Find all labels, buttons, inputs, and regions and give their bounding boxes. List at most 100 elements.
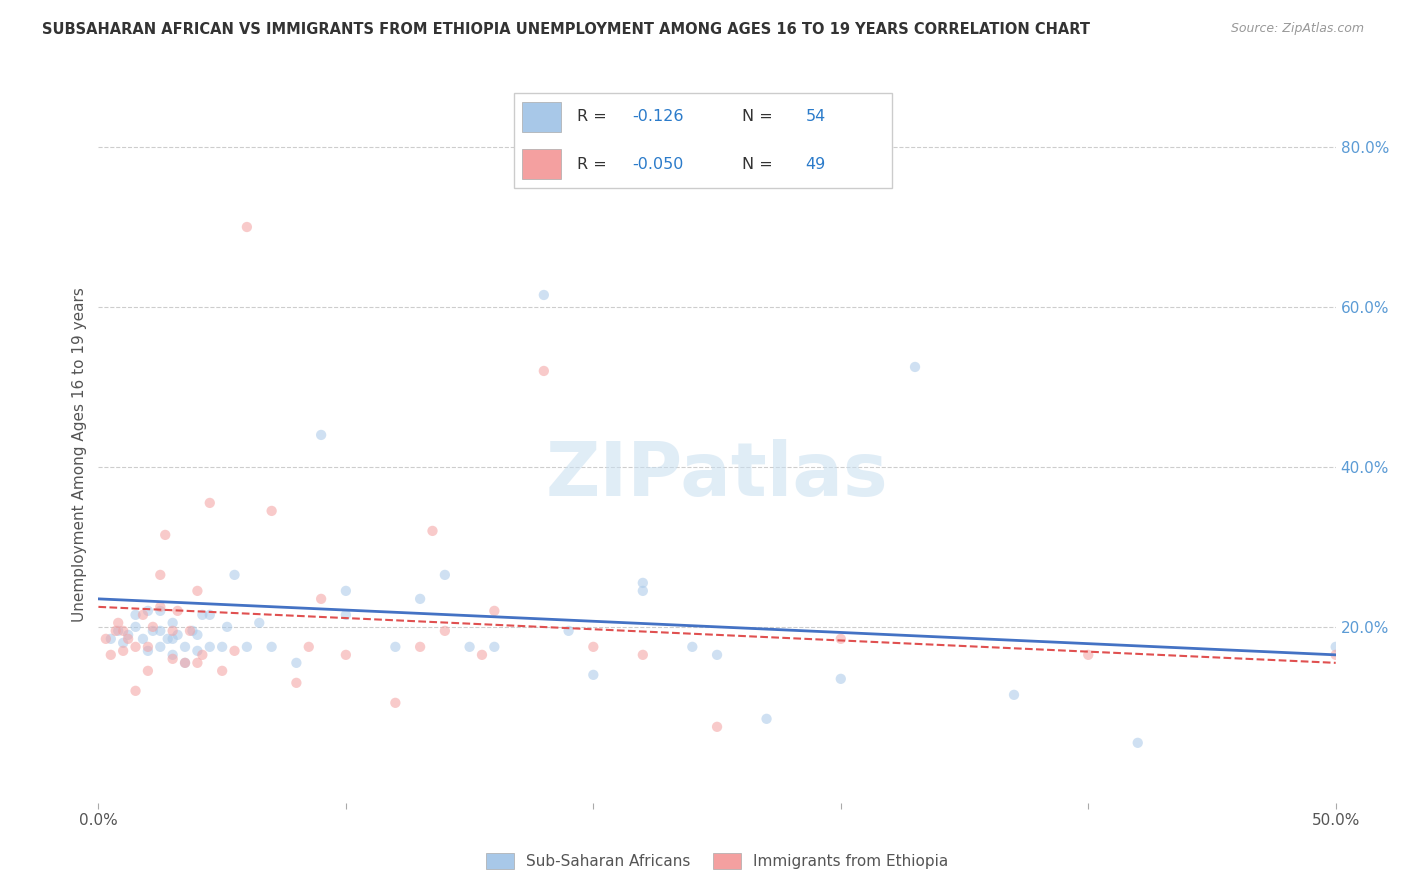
Point	[1324, 640, 1347, 654]
Text: N =: N =	[742, 110, 779, 124]
Point	[335, 583, 357, 598]
Point	[174, 640, 197, 654]
Point	[124, 620, 146, 634]
Point	[181, 624, 204, 638]
Point	[631, 648, 654, 662]
Point	[335, 607, 357, 622]
Point	[136, 644, 159, 658]
Point	[100, 632, 122, 646]
Point	[706, 648, 728, 662]
Point	[112, 636, 135, 650]
Point	[484, 640, 506, 654]
Point	[149, 599, 172, 614]
Text: -0.126: -0.126	[633, 110, 683, 124]
Point	[1126, 736, 1149, 750]
Point	[179, 624, 201, 638]
Point	[384, 640, 406, 654]
Point	[582, 640, 605, 654]
Point	[706, 720, 728, 734]
Point	[904, 359, 927, 374]
Point	[166, 628, 188, 642]
Point	[132, 632, 155, 646]
Point	[136, 604, 159, 618]
Y-axis label: Unemployment Among Ages 16 to 19 years: Unemployment Among Ages 16 to 19 years	[72, 287, 87, 623]
Point	[117, 628, 139, 642]
Point	[107, 624, 129, 638]
Point	[260, 640, 283, 654]
Point	[162, 648, 184, 662]
Point	[458, 640, 481, 654]
Point	[631, 583, 654, 598]
Point	[247, 615, 270, 630]
Point	[217, 620, 239, 634]
Point	[309, 428, 332, 442]
Point	[186, 656, 208, 670]
Point	[298, 640, 321, 654]
Point	[198, 640, 221, 654]
Text: 54: 54	[806, 110, 825, 124]
Text: SUBSAHARAN AFRICAN VS IMMIGRANTS FROM ETHIOPIA UNEMPLOYMENT AMONG AGES 16 TO 19 : SUBSAHARAN AFRICAN VS IMMIGRANTS FROM ET…	[42, 22, 1090, 37]
Point	[830, 672, 852, 686]
Point	[156, 632, 179, 646]
Text: N =: N =	[742, 157, 779, 171]
Point	[136, 640, 159, 654]
Point	[582, 668, 605, 682]
Point	[285, 676, 308, 690]
FancyBboxPatch shape	[522, 102, 561, 132]
Point	[484, 604, 506, 618]
Text: 49: 49	[806, 157, 825, 171]
Text: -0.050: -0.050	[633, 157, 683, 171]
Point	[100, 648, 122, 662]
Point	[236, 219, 259, 234]
FancyBboxPatch shape	[515, 94, 891, 187]
Point	[198, 496, 221, 510]
Point	[309, 591, 332, 606]
Point	[104, 624, 127, 638]
Point	[211, 640, 233, 654]
Point	[162, 632, 184, 646]
Point	[149, 640, 172, 654]
Point	[335, 648, 357, 662]
Point	[471, 648, 494, 662]
Point	[681, 640, 703, 654]
Point	[533, 364, 555, 378]
Point	[186, 628, 208, 642]
Point	[198, 607, 221, 622]
Point	[166, 604, 188, 618]
Point	[557, 624, 579, 638]
Point	[631, 575, 654, 590]
Point	[211, 664, 233, 678]
FancyBboxPatch shape	[522, 149, 561, 179]
Point	[1002, 688, 1025, 702]
Point	[117, 632, 139, 646]
Point	[149, 567, 172, 582]
Point	[142, 624, 165, 638]
Point	[155, 528, 177, 542]
Point	[433, 567, 456, 582]
Point	[422, 524, 444, 538]
Point	[830, 632, 852, 646]
Point	[149, 624, 172, 638]
Point	[124, 607, 146, 622]
Point	[112, 644, 135, 658]
Point	[384, 696, 406, 710]
Point	[755, 712, 778, 726]
Point	[174, 656, 197, 670]
Point	[124, 683, 146, 698]
Point	[174, 656, 197, 670]
Text: R =: R =	[576, 110, 612, 124]
Point	[409, 640, 432, 654]
Text: Source: ZipAtlas.com: Source: ZipAtlas.com	[1230, 22, 1364, 36]
Point	[94, 632, 117, 646]
Point	[132, 607, 155, 622]
Point	[433, 624, 456, 638]
Point	[1077, 648, 1099, 662]
Point	[136, 664, 159, 678]
Point	[191, 607, 214, 622]
Point	[142, 620, 165, 634]
Point	[285, 656, 308, 670]
Text: ZIPatlas: ZIPatlas	[546, 439, 889, 512]
Point	[1324, 648, 1347, 662]
Point	[162, 624, 184, 638]
Text: R =: R =	[576, 157, 612, 171]
